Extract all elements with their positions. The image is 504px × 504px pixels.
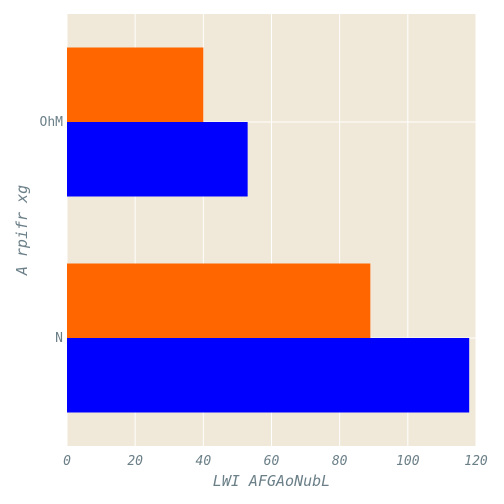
x-tick-label-100: 100: [396, 454, 420, 469]
category-labels: N OhM: [40, 115, 64, 346]
bar-series0-OhM: [67, 122, 248, 197]
x-tick-label-0: 0: [63, 454, 71, 469]
y-axis-title: A rpifr xg: [13, 185, 31, 276]
bar-series1-N: [67, 263, 371, 338]
category-label-OhM: OhM: [40, 115, 64, 130]
x-tick-label-80: 80: [332, 454, 348, 469]
category-label-N: N: [55, 331, 63, 346]
bars: [67, 47, 470, 413]
x-tick-label-120: 120: [464, 454, 488, 469]
x-tick-label-40: 40: [196, 454, 212, 469]
x-axis-title: LWI AFGAoNubL: [213, 472, 330, 490]
bar-series1-OhM: [67, 47, 204, 122]
x-tick-label-20: 20: [127, 454, 143, 469]
x-tick-labels: 0 20 40 60 80 100 120: [63, 454, 488, 469]
bar-series0-N: [67, 338, 470, 413]
x-tick-label-60: 60: [264, 454, 280, 469]
